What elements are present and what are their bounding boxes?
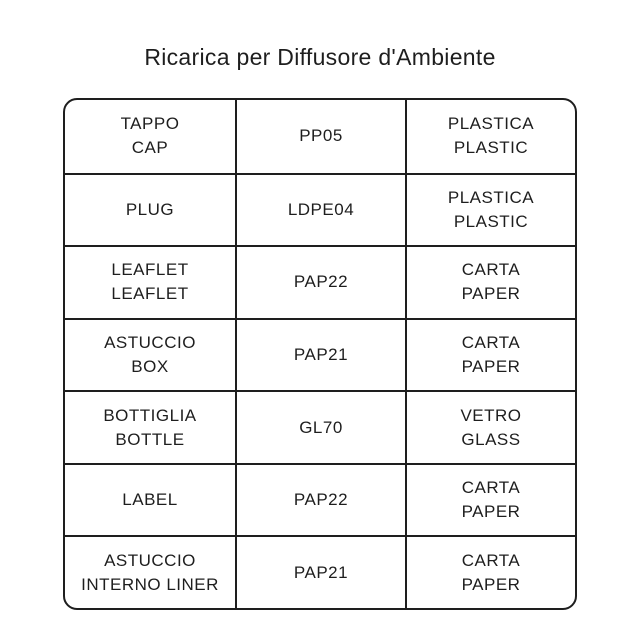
table-cell-component: LEAFLET LEAFLET — [65, 245, 235, 318]
packaging-materials-table: TAPPO CAP PP05 PLASTICA PLASTIC PLUG LDP… — [63, 98, 577, 610]
table-cell-material-code: PP05 — [235, 100, 405, 173]
table-cell-material-type: VETRO GLASS — [405, 390, 575, 463]
table-cell-material-type: CARTA PAPER — [405, 462, 575, 536]
table-cell-material-code: PAP22 — [235, 245, 405, 318]
table-cell-material-type: PLASTICA PLASTIC — [405, 172, 575, 246]
table-cell-material-code: PAP21 — [235, 535, 405, 608]
table-cell-component: PLUG — [65, 172, 235, 246]
table-cell-material-type: CARTA PAPER — [405, 245, 575, 318]
table-cell-material-type: CARTA PAPER — [405, 317, 575, 391]
table-cell-component: TAPPO CAP — [120, 114, 180, 158]
table-cell-component: ASTUCCIO INTERNO LINER — [65, 535, 235, 608]
table-cell-material-code: LDPE04 — [235, 172, 405, 246]
table-cell-material-code: GL70 — [235, 390, 405, 463]
table-cell-material-code: PAP22 — [235, 462, 405, 536]
table-cell-component: ASTUCCIO BOX — [65, 317, 235, 391]
table-cell-material-type: PLASTICA PLASTIC — [405, 100, 575, 173]
table-cell-component: BOTTIGLIA BOTTLE — [65, 390, 235, 463]
table-cell-component: LABEL — [65, 462, 235, 536]
page-title: Ricarica per Diffusore d'Ambiente — [144, 44, 496, 70]
table-cell-material-type: CARTA PAPER — [405, 535, 575, 608]
table-cell-material-code: PAP21 — [235, 317, 405, 391]
